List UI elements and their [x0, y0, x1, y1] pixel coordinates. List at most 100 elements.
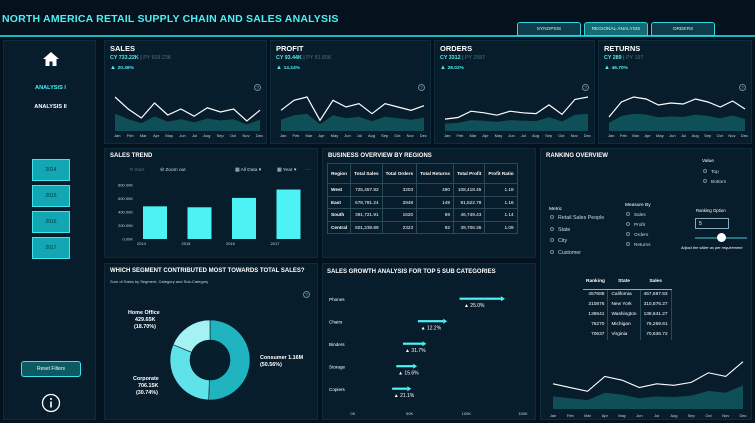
table-cell: East	[326, 195, 352, 209]
month-tick: Mar	[469, 133, 477, 138]
zoom-out-button[interactable]: ⊖ Zoom out	[160, 168, 186, 173]
table-row[interactable]: West 725,457.82 3203 490 108,418.45 1.18	[326, 183, 518, 197]
metric-label: Metric	[549, 207, 563, 212]
month-tick: May	[618, 413, 626, 418]
up-arrow-icon: ▲	[276, 65, 284, 71]
kpi-values: CY 93.44K | PY 81.80K	[276, 55, 332, 61]
ranking-option-input[interactable]: 5	[695, 218, 729, 229]
option-label: Bottom	[711, 180, 727, 185]
help-icon[interactable]: ?	[254, 84, 261, 91]
value-option-top[interactable]: Top	[703, 169, 719, 175]
year-button-2016[interactable]: 2016	[32, 211, 70, 233]
ranking-slider-handle[interactable]	[717, 233, 726, 242]
header-divider	[0, 35, 755, 37]
table-row[interactable]: South 391,721.91 1620 69 46,749.43 1.14	[326, 208, 518, 222]
kpi-values: CY 289 | PY 197	[604, 55, 644, 61]
measure-option-sales[interactable]: Sales	[626, 212, 646, 217]
month-tick: Jan	[550, 413, 556, 418]
start-button[interactable]: ⟲ Start	[129, 168, 145, 173]
nav-analysis-1[interactable]: ANALYSIS I	[35, 85, 66, 91]
month-tick: Feb	[619, 133, 627, 138]
kpi-sparkline	[280, 96, 425, 131]
kpi-line-cy	[280, 96, 425, 122]
info-icon[interactable]	[41, 393, 61, 413]
year-button-2015[interactable]: 2015	[32, 185, 70, 207]
x-tick-label: 2016	[226, 241, 236, 246]
month-tick: Sep	[381, 133, 389, 138]
table-row[interactable]: Central 501,239.89 2323 92 39,706.36 1.09	[326, 220, 518, 234]
year-button-2017[interactable]: 2017	[32, 237, 70, 259]
x-tick-label: 0K	[351, 411, 356, 416]
arrow-head-icon	[422, 341, 427, 347]
table-row[interactable]: 310876 New York 310,876.27	[583, 299, 672, 310]
month-tick: Oct	[558, 133, 565, 138]
help-icon[interactable]: ?	[418, 84, 425, 91]
column-header[interactable]: Ranking	[583, 275, 608, 290]
year-button-2014[interactable]: 2014	[32, 159, 70, 181]
kpi-growth: ▲ 20.36%	[110, 65, 134, 71]
tab-orders[interactable]: ORDERS	[651, 22, 715, 36]
table-cell: 1.14	[484, 208, 518, 222]
home-icon[interactable]	[43, 52, 59, 66]
rank-line	[552, 361, 744, 392]
month-tick: Apr	[318, 133, 325, 138]
tab-synopsis[interactable]: SYNOPSIS	[517, 22, 581, 36]
month-tick: Oct	[229, 133, 237, 138]
measure-option-returns[interactable]: Returns	[626, 242, 650, 247]
growth-bar-phones	[459, 297, 501, 300]
growth-panel: SALES GROWTH ANALYSIS FOR TOP 5 SUB CATE…	[322, 263, 536, 420]
start-label: Start	[134, 168, 145, 173]
radio-icon	[626, 232, 630, 236]
table-cell: 678,781.24	[350, 195, 383, 209]
column-header[interactable]: Region	[326, 163, 352, 184]
value-option-bottom[interactable]: Bottom	[703, 179, 726, 185]
table-cell: 725,457.82	[350, 183, 383, 197]
metric-option-3[interactable]: Customer	[550, 249, 581, 256]
table-cell: 310,876.27	[640, 299, 672, 310]
growth-label-storage: ▲ 15.6%	[398, 371, 419, 377]
all-data-dropdown[interactable]: ▦ All Data ▾	[235, 168, 262, 173]
more-options-icon[interactable]: ⋯	[306, 168, 311, 173]
column-header[interactable]: Profit Ratio	[484, 163, 518, 184]
home-office-label: Home Office	[128, 310, 160, 316]
table-row[interactable]: 76270 Michigan 76,269.61	[583, 319, 672, 330]
column-header[interactable]: State	[607, 275, 641, 290]
year-dropdown[interactable]: ▦ Year ▾	[277, 168, 297, 173]
help-icon[interactable]: ?	[739, 84, 746, 91]
month-tick: Apr	[644, 133, 651, 138]
table-row[interactable]: 138641 Washington 138,641.27	[583, 309, 672, 320]
metric-option-2[interactable]: City	[550, 238, 567, 244]
option-label: State	[558, 226, 571, 233]
column-header[interactable]: Total Sales	[350, 163, 383, 184]
metric-option-1[interactable]: State	[550, 226, 571, 233]
table-row[interactable]: East 678,781.24 2848 149 91,522.78 1.16	[326, 195, 518, 209]
growth-bar-copiers	[392, 387, 408, 390]
table-row[interactable]: 457688 California 457,687.63	[583, 289, 672, 300]
help-icon[interactable]: ?	[582, 84, 589, 91]
column-header[interactable]: Total Orders	[381, 163, 418, 184]
column-header[interactable]: Sales	[640, 275, 672, 290]
table-cell: 138,641.27	[640, 309, 672, 320]
table-row[interactable]: 70637 Virginia 70,636.72	[583, 329, 672, 340]
up-arrow-icon: ▲	[110, 65, 118, 71]
measure-option-profit[interactable]: Profit	[626, 222, 645, 227]
month-tick: Jun	[508, 133, 515, 138]
month-tick: Nov	[728, 133, 736, 138]
radio-icon	[703, 169, 707, 173]
radio-icon	[626, 222, 630, 226]
column-header[interactable]: Total Profit	[452, 163, 486, 184]
kpi-line-cy	[608, 96, 746, 118]
column-header[interactable]: Total Returns	[416, 163, 454, 184]
reset-filters-button[interactable]: Reset Filters	[21, 361, 81, 377]
help-icon[interactable]: ?	[303, 291, 310, 298]
measure-option-orders[interactable]: Orders	[626, 232, 648, 237]
month-tick: Mar	[632, 133, 640, 138]
nav-analysis-2[interactable]: ANALYSIS II	[34, 104, 67, 110]
kpi-title: RETURNS	[604, 44, 641, 53]
table-cell: 391,721.91	[350, 208, 383, 222]
table-cell: 76,269.61	[640, 319, 672, 330]
tab-regional-analysis[interactable]: REGIONAL ANALYSIS	[584, 22, 648, 36]
kpi-month-axis: Jan Feb Mar Apr May Jun Jul Aug Sep Oct Nov Dec	[444, 133, 591, 138]
metric-option-0[interactable]: Retail Sales People	[550, 215, 604, 221]
growth-title: SALES GROWTH ANALYSIS FOR TOP 5 SUB CATE…	[327, 269, 496, 275]
